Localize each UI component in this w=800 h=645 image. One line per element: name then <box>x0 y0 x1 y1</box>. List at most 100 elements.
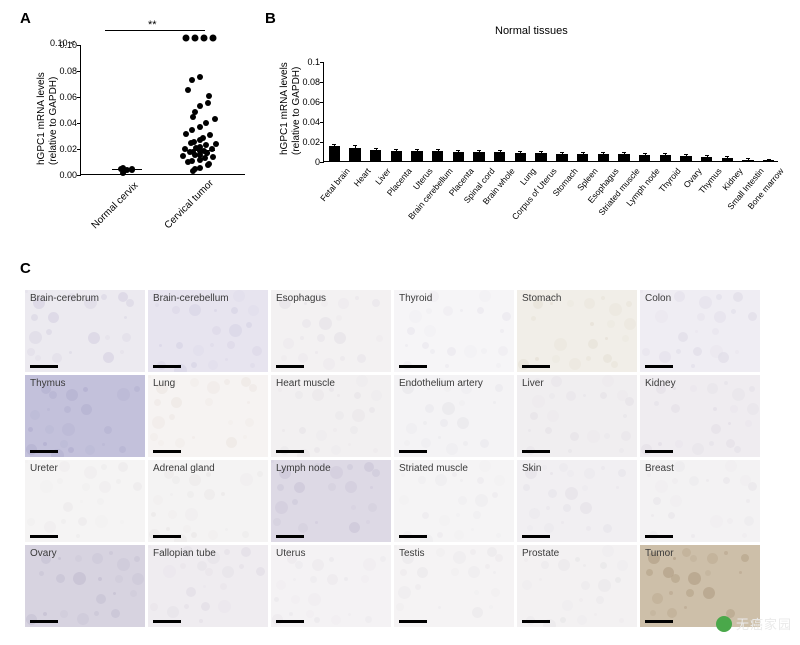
chart-a-point <box>197 124 203 130</box>
histology-tile-label: Tumor <box>645 548 674 559</box>
chart-b-bar <box>742 160 753 162</box>
chart-a-point <box>212 116 218 122</box>
histology-tile: Thymus <box>25 375 145 457</box>
panel-c-label: C <box>20 260 31 277</box>
histology-tile: Prostate <box>517 545 637 627</box>
chart-b-ytick: 0.06 <box>290 97 320 107</box>
chart-b-errorbar <box>707 156 708 157</box>
chart-a-point <box>185 87 191 93</box>
histology-tile-label: Endothelium artery <box>399 378 483 389</box>
histology-tile-label: Brain-cerebrum <box>30 293 99 304</box>
chart-b-errorbar <box>686 155 687 156</box>
chart-b-errorcap <box>436 149 440 150</box>
watermark-text: 无癌家园 <box>736 614 792 633</box>
chart-b-errorcap <box>477 150 481 151</box>
chart-b-errorcap <box>560 152 564 153</box>
scale-bar <box>522 365 550 368</box>
chart-b-bar <box>473 152 484 161</box>
scale-bar <box>399 535 427 538</box>
histology-tile-label: Striated muscle <box>399 463 468 474</box>
panel-c: C Brain-cerebrumBrain-cerebellumEsophagu… <box>20 270 780 635</box>
chart-b-errorcap <box>518 151 522 152</box>
histology-tile-label: Ovary <box>30 548 57 559</box>
chart-a-ytick: 0.08 <box>47 66 77 76</box>
histology-tile: Heart muscle <box>271 375 391 457</box>
chart-b-errorcap <box>622 152 626 153</box>
chart-b-errorcap <box>684 154 688 155</box>
chart-a-ytick: 0.02 <box>47 144 77 154</box>
scale-bar <box>153 450 181 453</box>
chart-a-median <box>185 150 215 151</box>
chart-a-xlabel: Cervical tumor <box>162 181 212 231</box>
histology-tile: Esophagus <box>271 290 391 372</box>
scale-bar <box>276 450 304 453</box>
panel-b-title: Normal tissues <box>495 25 568 37</box>
chart-a-ytick: 0.06 <box>47 92 77 102</box>
chart-a-point <box>190 114 196 120</box>
histology-tile: Ovary <box>25 545 145 627</box>
panel-a-significance: ** <box>148 19 157 31</box>
chart-a-point <box>202 155 208 161</box>
chart-b-errorcap <box>746 158 750 159</box>
chart-a-point <box>207 132 213 138</box>
scale-bar <box>645 365 673 368</box>
chart-b-errorbar <box>624 153 625 154</box>
chart-b-errorcap <box>353 145 357 146</box>
histology-tile: Stomach <box>517 290 637 372</box>
chart-a-point-ceiling <box>210 35 217 42</box>
chart-b-errorcap <box>498 150 502 151</box>
panel-b: B Normal tissues hGPC1 mRNA levels (rela… <box>265 10 790 235</box>
histology-tile-label: Adrenal gland <box>153 463 215 474</box>
chart-a-point <box>205 100 211 106</box>
chart-b-bar <box>391 151 402 161</box>
chart-b-bar <box>432 151 443 161</box>
histology-tile-label: Ureter <box>30 463 58 474</box>
chart-a-point <box>210 154 216 160</box>
chart-b-errorcap <box>332 144 336 145</box>
panel-a-label: A <box>20 10 31 27</box>
chart-b-ytick: 0.1 <box>290 57 320 67</box>
chart-b-errorbar <box>417 150 418 151</box>
chart-b-bar <box>639 155 650 161</box>
chart-a-point <box>197 165 203 171</box>
histology-tile-label: Lymph node <box>276 463 331 474</box>
histology-tile: Lymph node <box>271 460 391 542</box>
histology-tile: Striated muscle <box>394 460 514 542</box>
scale-bar <box>153 365 181 368</box>
chart-a-point <box>197 74 203 80</box>
histology-tile-label: Thyroid <box>399 293 432 304</box>
chart-b-errorcap <box>374 148 378 149</box>
chart-b-bar <box>680 156 691 161</box>
histology-tile-label: Lung <box>153 378 175 389</box>
scale-bar <box>276 535 304 538</box>
chart-a-median <box>112 169 142 170</box>
histology-tile-label: Brain-cerebellum <box>153 293 229 304</box>
histology-tile: Brain-cerebrum <box>25 290 145 372</box>
chart-b-errorcap <box>581 152 585 153</box>
histology-tile-label: Fallopian tube <box>153 548 216 559</box>
histology-tile-label: Heart muscle <box>276 378 335 389</box>
histology-tile: Endothelium artery <box>394 375 514 457</box>
scale-bar <box>30 365 58 368</box>
chart-b-bar <box>598 154 609 161</box>
chart-b-errorbar <box>396 150 397 151</box>
histology-tile-label: Skin <box>522 463 541 474</box>
scale-bar <box>399 365 427 368</box>
chart-b-bar <box>453 152 464 161</box>
chart-b-errorcap <box>663 153 667 154</box>
chart-b-errorbar <box>334 145 335 146</box>
chart-a-point-ceiling <box>183 35 190 42</box>
histology-tile-label: Stomach <box>522 293 561 304</box>
scale-bar <box>30 535 58 538</box>
scale-bar <box>30 450 58 453</box>
chart-b-errorcap <box>601 152 605 153</box>
chart-b-ytick: 0 <box>290 157 320 167</box>
histology-tile: Fallopian tube <box>148 545 268 627</box>
histology-tile-label: Uterus <box>276 548 305 559</box>
chart-b-bar <box>349 148 360 161</box>
histology-tile-label: Colon <box>645 293 671 304</box>
chart-b-ytick: 0.04 <box>290 117 320 127</box>
chart-b-ytick: 0.08 <box>290 77 320 87</box>
chart-b-errorcap <box>394 149 398 150</box>
chart-a-point <box>189 158 195 164</box>
